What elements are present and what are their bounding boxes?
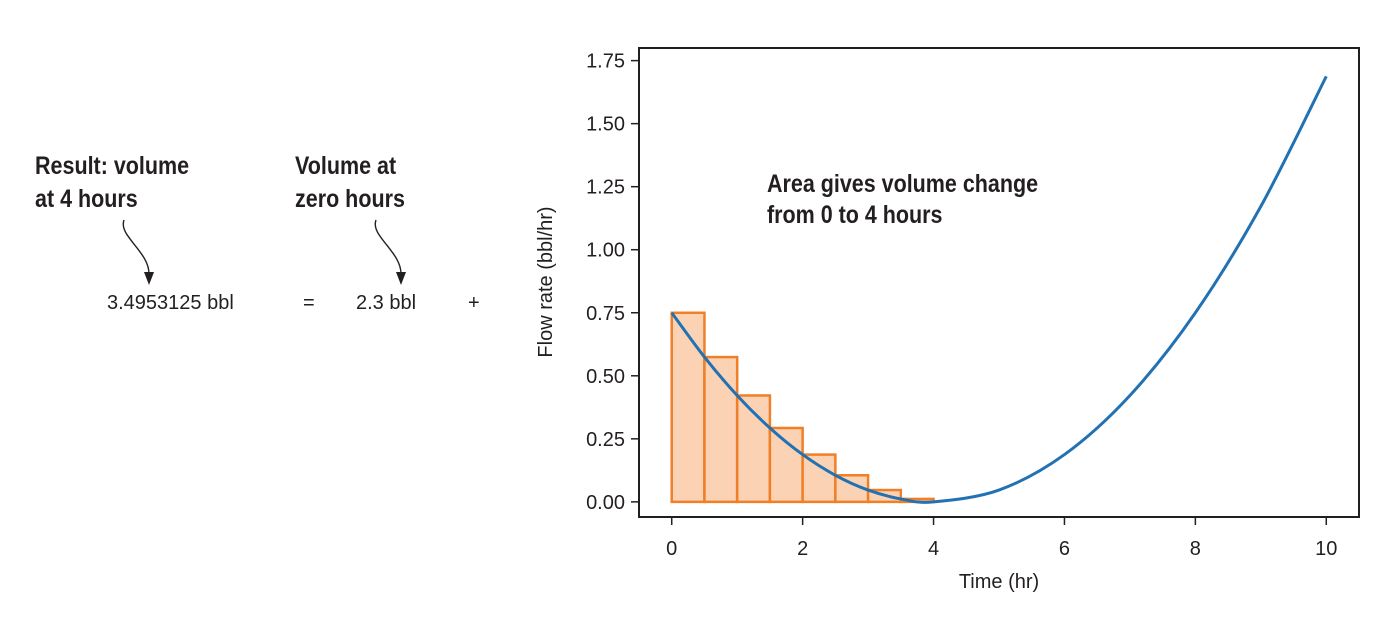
x-tick-label-3: 6 [1059, 538, 1070, 560]
x-axis-label: Time (hr) [959, 571, 1039, 593]
x-tick-label-2: 4 [928, 538, 939, 560]
result-label-line2: at 4 hours [35, 185, 138, 213]
y-tick-label-3: 0.75 [586, 303, 625, 325]
x-tick-label-1: 2 [797, 538, 808, 560]
riemann-bars [670, 311, 935, 504]
initial-arrow-icon [374, 219, 406, 285]
y-tick-label-0: 0.00 [586, 492, 625, 514]
y-tick-label-2: 0.50 [586, 366, 625, 388]
annotation-line1: Area gives volume change [767, 169, 1038, 197]
initial-volume-label: Volume at zero hours [295, 150, 405, 216]
x-tick-label-4: 8 [1190, 538, 1201, 560]
y-axis-ticks: 0.00 0.25 0.50 0.75 1.00 1.25 1.50 1.75 [586, 51, 639, 514]
y-axis-label: Flow rate (bbl/hr) [535, 206, 557, 357]
initial-label-line2: zero hours [295, 185, 405, 213]
result-label-line1: Result: volume [35, 152, 190, 180]
y-tick-label-5: 1.25 [586, 177, 625, 199]
initial-value: 2.3 bbl [356, 292, 417, 314]
flow-rate-chart: 0 2 4 6 8 10 0.00 0.25 0.50 0.75 1.00 1.25 1.50 1.75… [535, 47, 1360, 593]
result-value: 3.4953125 bbl [107, 292, 234, 314]
y-tick-label-1: 0.25 [586, 429, 625, 451]
riemann-bar-4 [801, 453, 837, 504]
initial-label-line1: Volume at [295, 152, 397, 180]
y-tick-label-4: 1.00 [586, 240, 625, 262]
x-tick-label-5: 10 [1315, 538, 1337, 560]
equals-sign: = [303, 292, 315, 314]
result-arrow-icon [122, 219, 154, 285]
annotation-line2: from 0 to 4 hours [767, 200, 942, 228]
riemann-bar-3 [768, 426, 804, 504]
result-label: Result: volume at 4 hours [35, 150, 189, 216]
plot-frame [638, 47, 1360, 518]
x-axis-ticks: 0 2 4 6 8 10 [666, 517, 1337, 560]
y-tick-label-7: 1.75 [586, 51, 625, 73]
plus-sign: + [468, 292, 480, 314]
riemann-bar-1 [703, 355, 739, 504]
riemann-bar-0 [670, 311, 706, 504]
flow-rate-curve [670, 75, 1328, 504]
x-tick-label-0: 0 [666, 538, 677, 560]
y-tick-label-6: 1.50 [586, 114, 625, 136]
